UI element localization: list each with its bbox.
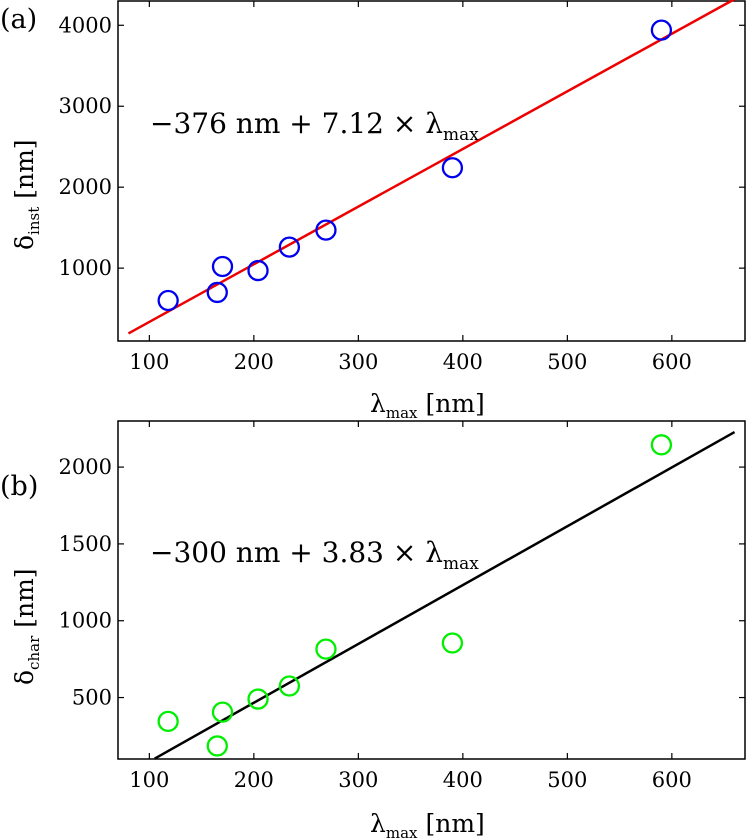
data-point-b	[247, 688, 269, 710]
x-tick-label-b: 400	[443, 768, 483, 792]
panel-label-a: (a)	[0, 4, 37, 35]
fit-equation-a: −376 nm + 7.12 × λmax	[150, 107, 479, 145]
y-tick-label-a: 3000	[59, 94, 112, 118]
fit-line-a	[127, 0, 736, 335]
y-tick-label-a: 4000	[59, 13, 112, 37]
data-point-b	[157, 710, 179, 733]
data-point-b	[206, 735, 228, 757]
y-tick-label-a: 2000	[59, 175, 112, 199]
y-tick-label-b: 1500	[59, 532, 112, 556]
ticks-a: 100 200 300 400 500 600 1000 2000 3000 4000	[59, 1, 745, 374]
x-tick-label-a: 300	[338, 350, 378, 374]
panel-label-b: (b)	[0, 471, 38, 502]
ticks-b: 100 200 300 400 500 600 500 1000 1500 2000	[59, 421, 745, 792]
x-tick-label-b: 200	[234, 768, 274, 792]
data-point-b	[441, 632, 464, 654]
data-point-a	[278, 236, 301, 258]
y-tick-label-a: 1000	[59, 256, 112, 280]
x-tick-label-b: 300	[338, 768, 378, 792]
x-tick-label-a: 500	[547, 350, 587, 374]
x-tick-label-b: 600	[652, 768, 692, 792]
x-axis-label-b: λmax [nm]	[370, 809, 485, 839]
fit-line-b	[153, 431, 736, 760]
panel-b: (b) 100 200 300 400 500 600 500 1000 1500 2000 −3…	[0, 420, 746, 839]
fit-equation-b: −300 nm + 3.83 × λmax	[150, 536, 479, 574]
data-point-a	[206, 281, 228, 304]
data-point-a	[211, 255, 234, 278]
x-tick-label-a: 400	[443, 350, 483, 374]
y-axis-label-b: δchar[nm]	[10, 568, 43, 685]
fit-line-segment-a	[127, 0, 736, 335]
data-point-a	[315, 219, 337, 241]
data-points-b	[157, 434, 673, 757]
data-point-a	[441, 157, 464, 179]
x-tick-label-b: 100	[129, 768, 169, 792]
data-point-b	[315, 638, 337, 660]
data-point-a	[157, 289, 179, 312]
plot-frame-b	[117, 420, 746, 760]
y-tick-label-b: 1000	[59, 609, 112, 633]
data-points-a	[157, 19, 673, 312]
fit-line-segment-b	[153, 431, 736, 760]
data-point-b	[278, 675, 301, 697]
data-point-a	[650, 19, 673, 41]
x-axis-label-a: λmax [nm]	[370, 389, 485, 422]
y-tick-label-b: 2000	[59, 455, 112, 479]
y-tick-label-b: 500	[72, 686, 112, 710]
x-tick-label-a: 600	[652, 350, 692, 374]
plot-frame-a	[117, 0, 746, 342]
x-tick-label-b: 500	[547, 768, 587, 792]
x-tick-label-a: 100	[129, 350, 169, 374]
data-point-b	[211, 701, 234, 723]
data-point-a	[247, 259, 269, 282]
data-point-b	[650, 434, 673, 456]
y-axis-label-a: δinst[nm]	[10, 139, 43, 250]
x-tick-label-a: 200	[234, 350, 274, 374]
panel-a: (a) 100 200 300 400 500 600 1000 2000 3000 4000 −…	[0, 0, 746, 422]
